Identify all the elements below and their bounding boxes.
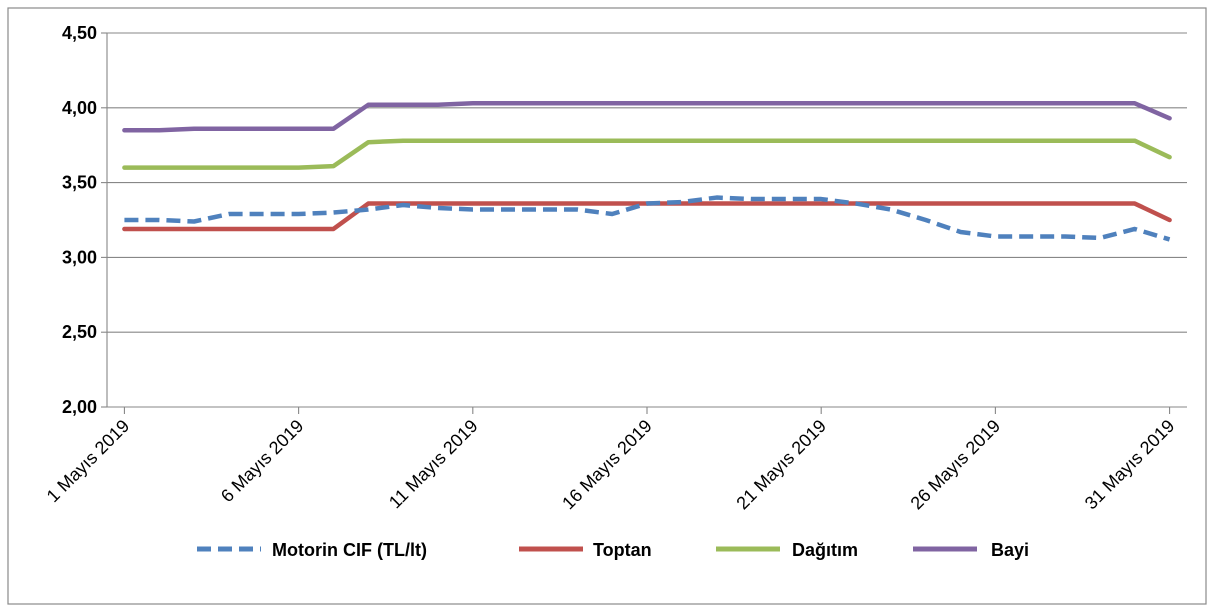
y-tick-label: 3,50 — [62, 173, 97, 193]
legend-label: Toptan — [593, 540, 652, 560]
legend-label: Dağıtım — [792, 540, 858, 560]
legend-label: Motorin CIF (TL/lt) — [272, 540, 427, 560]
y-tick-label: 2,00 — [62, 397, 97, 417]
y-tick-label: 2,50 — [62, 322, 97, 342]
y-tick-label: 4,50 — [62, 23, 97, 43]
series-line-3 — [122, 101, 1172, 133]
series-line-2 — [122, 138, 1172, 170]
legend-item-3: Bayi — [913, 540, 1029, 560]
y-tick-label: 4,00 — [62, 98, 97, 118]
chart-border — [7, 7, 1207, 605]
legend-item-1: Toptan — [519, 540, 652, 560]
legend-item-0: Motorin CIF (TL/lt) — [197, 540, 427, 560]
legend-item-2: Dağıtım — [716, 540, 858, 560]
legend-label: Bayi — [991, 540, 1029, 560]
series-line-0 — [124, 195, 1171, 242]
y-tick-label: 3,00 — [62, 247, 97, 267]
